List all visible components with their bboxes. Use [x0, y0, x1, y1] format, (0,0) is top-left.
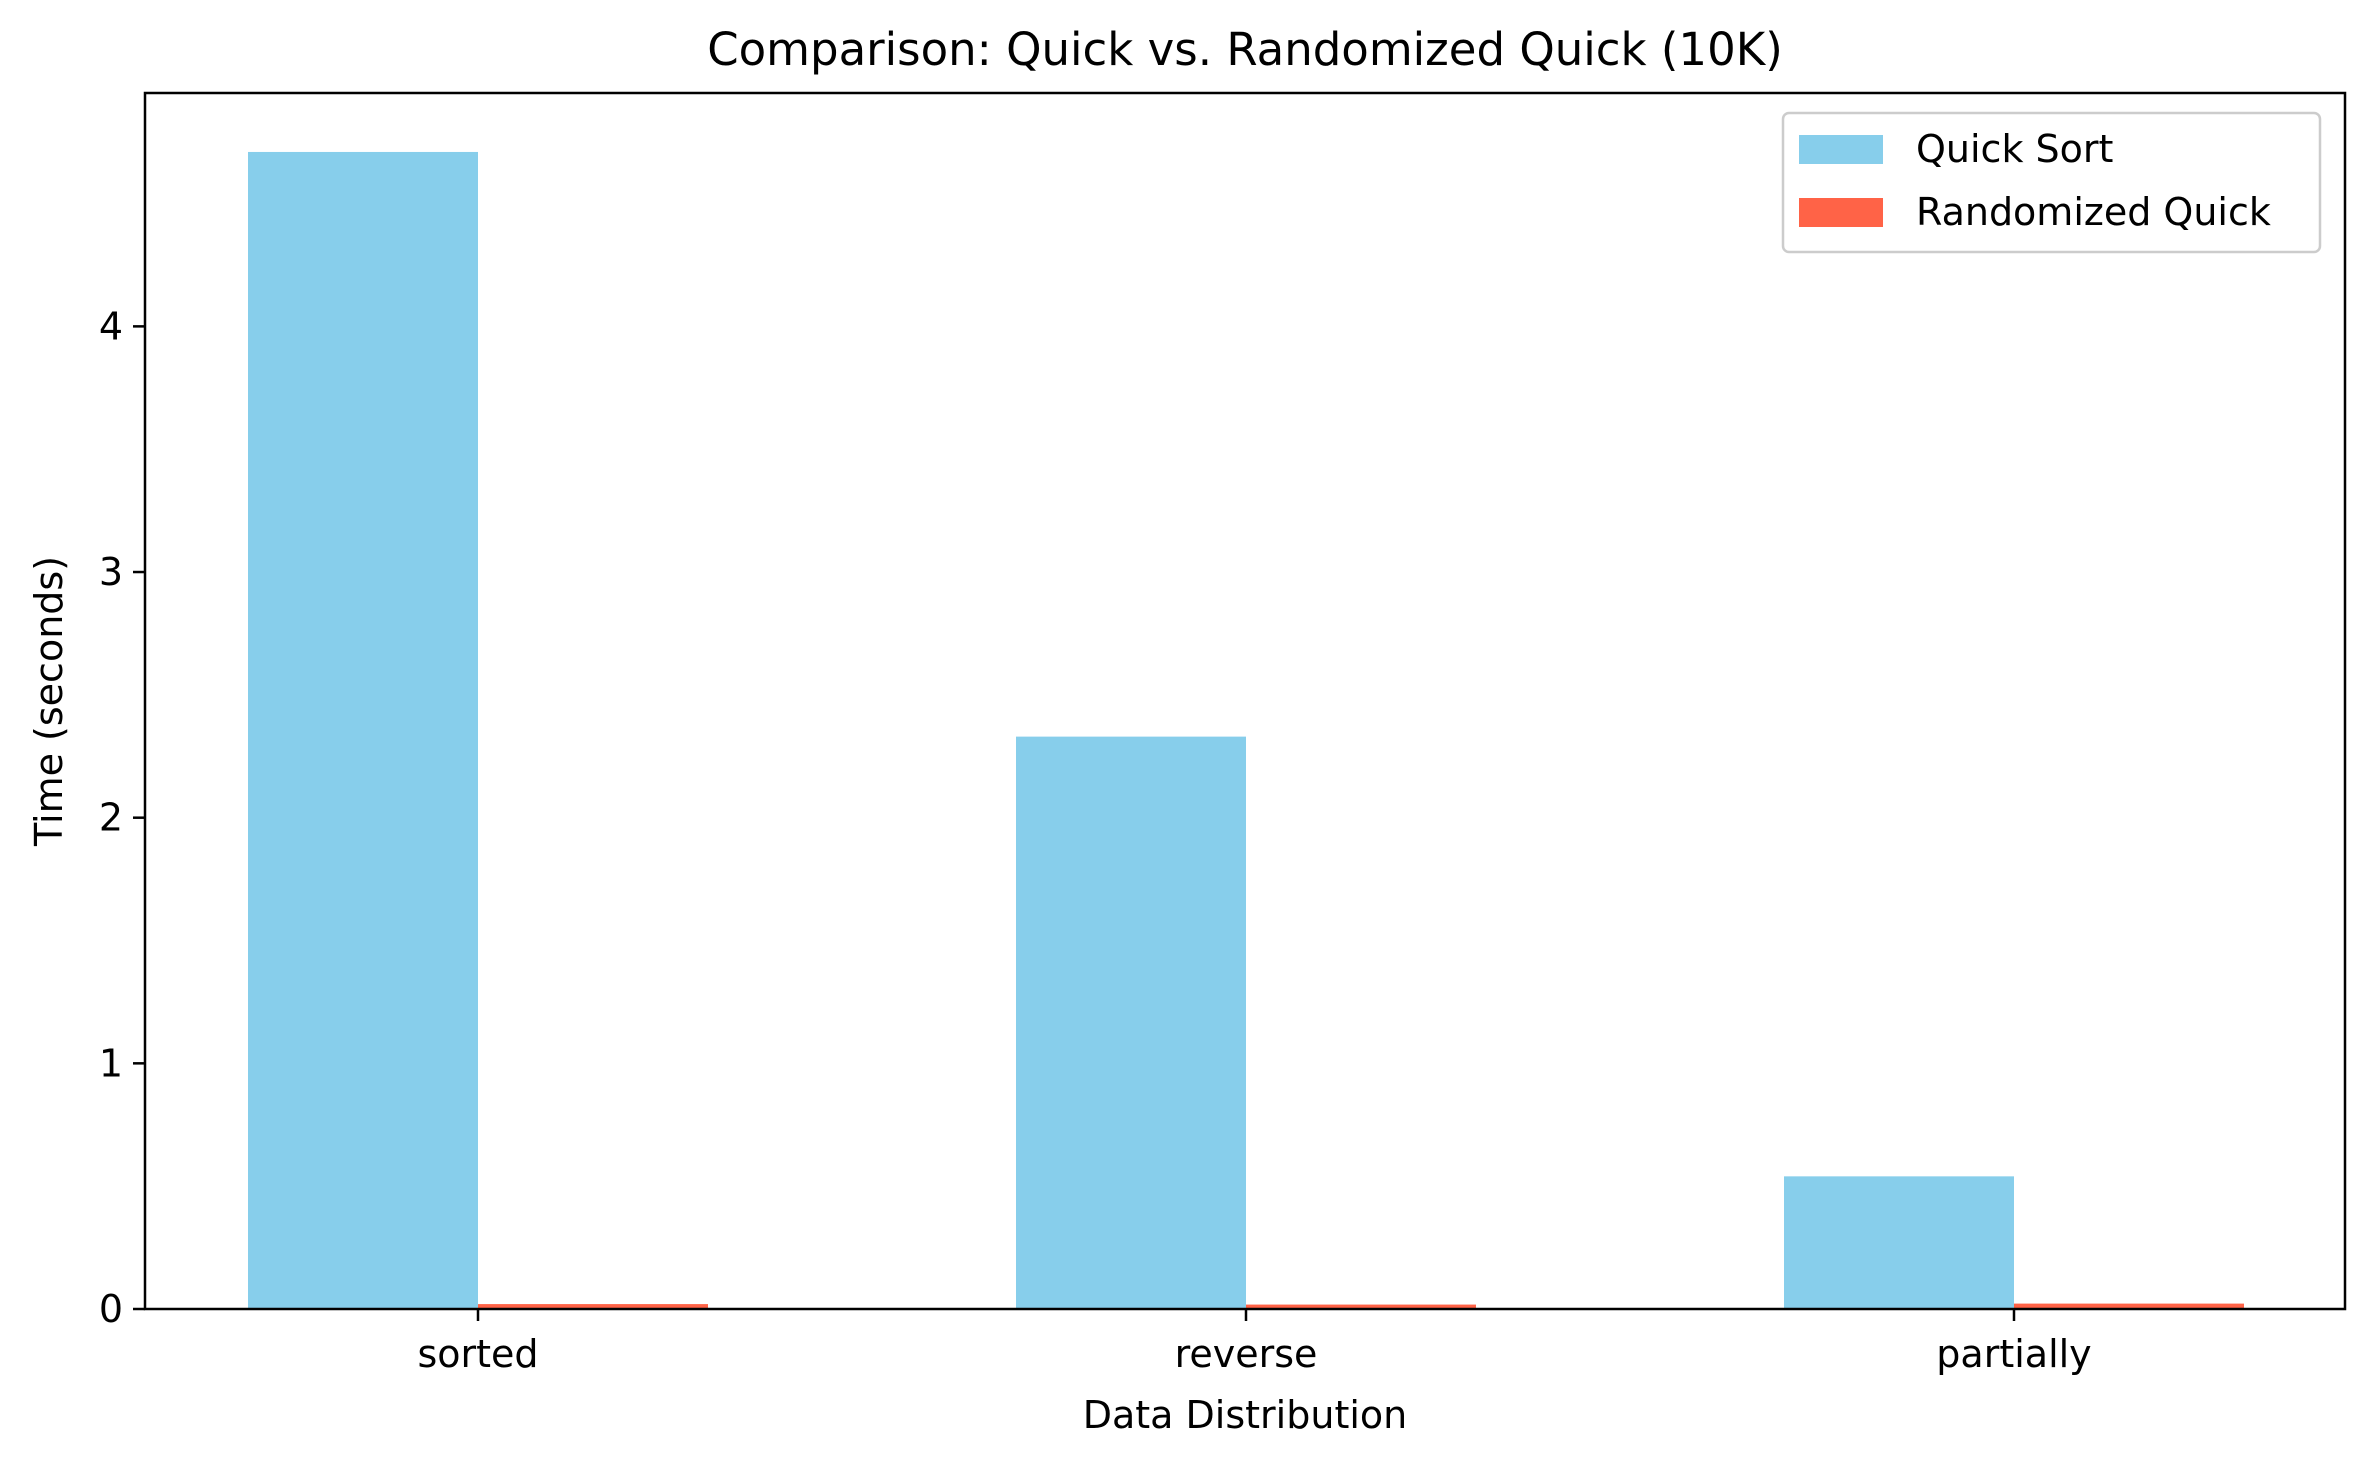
legend: Quick Sort Randomized Quick [1781, 111, 2322, 254]
legend-swatch-randomized-quick [1799, 198, 1883, 227]
y-tick-label-1: 1 [99, 1041, 123, 1085]
legend-label-randomized-quick: Randomized Quick [1916, 190, 2271, 234]
x-axis-ticks: sorted reverse partially [417, 1309, 2092, 1376]
y-axis-label: Time (seconds) [27, 556, 71, 847]
legend-label-quick-sort: Quick Sort [1916, 127, 2113, 171]
y-tick-label-4: 4 [99, 304, 123, 348]
bar-randomized-quick-sorted [478, 1304, 708, 1309]
y-tick-label-3: 3 [99, 550, 123, 594]
y-axis-ticks: 0 1 2 3 4 [99, 304, 145, 1331]
bar-randomized-quick-reverse [1246, 1304, 1476, 1309]
bar-quick-sort-partially [1784, 1176, 2014, 1309]
y-tick-label-2: 2 [99, 796, 123, 840]
bar-quick-sort-sorted [248, 151, 478, 1310]
x-tick-label-sorted: sorted [417, 1332, 538, 1376]
plot-area-frame [143, 91, 2347, 1311]
x-tick-label-reverse: reverse [1175, 1332, 1318, 1376]
x-axis-label: Data Distribution [1083, 1393, 1408, 1437]
bar-randomized-quick-partially [2014, 1303, 2244, 1309]
y-tick-label-0: 0 [99, 1287, 123, 1331]
bars-layer [248, 151, 2244, 1310]
x-tick-label-partially: partially [1936, 1332, 2091, 1376]
legend-swatch-quick-sort [1799, 135, 1883, 164]
chart-title: Comparison: Quick vs. Randomized Quick (… [707, 23, 1783, 76]
legend-box [1781, 111, 2322, 254]
bar-quick-sort-reverse [1016, 736, 1246, 1309]
